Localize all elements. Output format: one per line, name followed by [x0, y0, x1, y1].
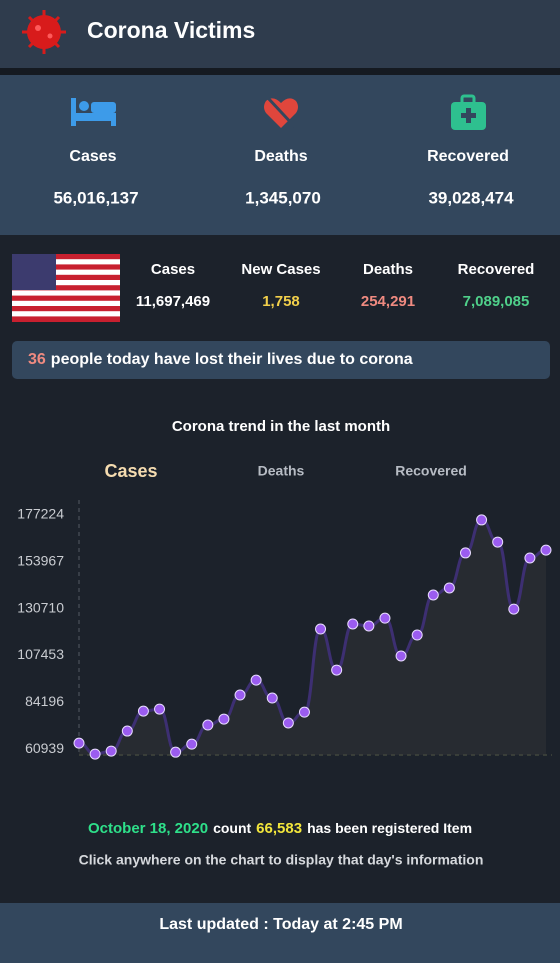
data-point — [331, 664, 343, 676]
data-point — [266, 692, 278, 704]
y-tick-label: 107453 — [17, 646, 64, 662]
country-value: 7,089,085 — [463, 293, 530, 310]
stat-label: Recovered — [427, 148, 509, 165]
recovered-icon — [451, 94, 486, 130]
data-point — [121, 725, 133, 737]
selection-count: 66,583 — [256, 820, 302, 837]
chart-hint: Click anywhere on the chart to display t… — [79, 852, 484, 868]
logo — [22, 10, 66, 54]
data-point — [105, 745, 117, 757]
y-tick-label: 130710 — [17, 599, 64, 615]
country-label: Cases — [151, 261, 195, 278]
global-panel — [0, 75, 560, 235]
banner-text: 36 people today have lost their lives due… — [28, 351, 413, 368]
plot-area[interactable]: 60939 84196 107453 130710 153967 177224 — [17, 506, 552, 760]
data-point — [73, 737, 85, 749]
footer-text: Last updated : Today at 2:45 PM — [159, 916, 402, 933]
data-point — [170, 746, 182, 758]
data-point — [250, 674, 262, 686]
data-point — [282, 717, 294, 729]
data-point — [89, 748, 101, 760]
data-point — [492, 536, 504, 548]
header-bar — [0, 0, 560, 68]
data-point — [298, 706, 310, 718]
deaths-icon — [264, 96, 298, 129]
chart-tab[interactable]: Deaths — [258, 463, 305, 479]
data-point — [476, 514, 488, 526]
stat-value: 56,016,137 — [53, 188, 138, 207]
selection-info: October 18, 2020 count 66,583 has been regi… — [88, 820, 472, 837]
selection-count-label: count — [213, 820, 251, 836]
banner-message: people today have lost their lives due t… — [51, 351, 413, 368]
area — [79, 519, 546, 755]
stat-label: Cases — [69, 148, 116, 165]
data-point — [363, 620, 375, 632]
country-label: New Cases — [241, 261, 320, 278]
banner-count: 36 — [28, 351, 46, 368]
data-point — [508, 603, 520, 615]
data-point — [427, 589, 439, 601]
stat-value: 1,345,070 — [245, 188, 321, 207]
footer-bar — [0, 903, 560, 963]
data-point — [459, 547, 471, 559]
stat-label: Deaths — [254, 148, 307, 165]
data-point — [347, 618, 359, 630]
stat-value: 39,028,474 — [428, 188, 514, 207]
header-divider — [0, 68, 560, 75]
chart-tab[interactable]: Cases — [104, 461, 157, 481]
chart-tab[interactable]: Recovered — [395, 463, 467, 479]
app-title: Corona Victims — [87, 17, 255, 43]
us-flag — [12, 254, 120, 322]
chart-title: Corona trend in the last month — [172, 418, 390, 435]
data-point — [186, 738, 198, 750]
country-value: 254,291 — [361, 293, 415, 310]
country-value: 1,758 — [262, 293, 300, 310]
data-point — [137, 705, 149, 717]
data-point — [234, 689, 246, 701]
y-tick-label: 177224 — [17, 506, 64, 522]
data-point — [395, 650, 407, 662]
death-banner — [12, 341, 550, 379]
data-point — [218, 713, 230, 725]
data-point — [154, 703, 166, 715]
selection-suffix: has been registered Item — [307, 820, 472, 836]
data-point — [443, 582, 455, 594]
data-point — [202, 719, 214, 731]
y-tick-label: 153967 — [17, 553, 64, 569]
data-point — [315, 623, 327, 635]
country-label: Recovered — [458, 261, 535, 278]
country-label: Deaths — [363, 261, 413, 278]
y-tick-label: 84196 — [25, 693, 64, 709]
data-point — [540, 544, 552, 556]
y-tick-label: 60939 — [25, 740, 64, 756]
country-value: 11,697,469 — [136, 293, 210, 310]
bed-icon — [71, 98, 116, 126]
data-point — [411, 629, 423, 641]
data-point — [524, 552, 536, 564]
selection-date: October 18, 2020 — [88, 820, 208, 837]
data-point — [379, 612, 391, 624]
